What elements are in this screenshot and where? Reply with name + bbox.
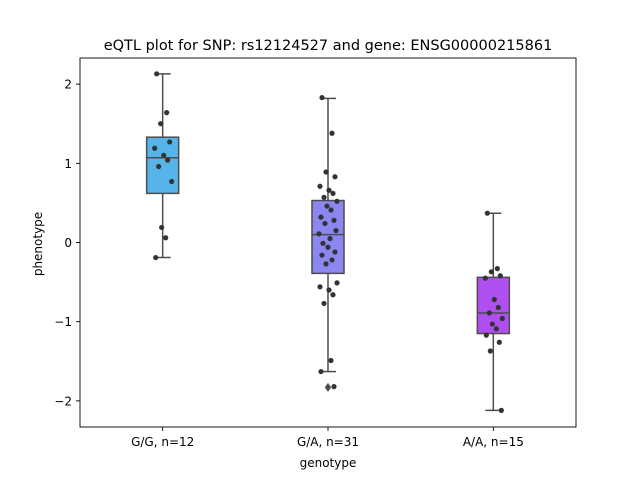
box-group bbox=[311, 94, 345, 392]
data-point bbox=[318, 214, 324, 220]
data-point bbox=[163, 235, 169, 241]
chart-title: eQTL plot for SNP: rs12124527 and gene: … bbox=[104, 38, 553, 54]
data-point bbox=[332, 249, 338, 255]
x-tick-label: G/G, n=12 bbox=[131, 435, 194, 449]
box-group bbox=[476, 210, 511, 413]
data-point bbox=[318, 368, 324, 375]
data-point bbox=[326, 287, 332, 293]
data-point bbox=[487, 348, 493, 354]
data-point bbox=[324, 203, 330, 209]
data-point bbox=[489, 321, 495, 327]
data-point bbox=[331, 384, 337, 390]
y-tick-label: 1 bbox=[64, 157, 72, 171]
plot-area: −2 −1 0 1 2 G/G, n=12 G/A, n=31 A/A, n=15 bbox=[54, 57, 577, 449]
data-point bbox=[169, 178, 175, 185]
data-point bbox=[483, 332, 489, 338]
x-tick-label: A/A, n=15 bbox=[463, 435, 524, 449]
y-tick-label: 0 bbox=[64, 236, 72, 250]
data-point bbox=[325, 244, 331, 250]
data-point bbox=[327, 235, 333, 242]
data-point bbox=[488, 269, 494, 275]
data-point bbox=[153, 254, 159, 261]
data-point bbox=[161, 152, 167, 158]
data-point bbox=[152, 145, 158, 151]
data-point bbox=[328, 357, 334, 364]
y-tick-label: −2 bbox=[54, 394, 72, 408]
data-point bbox=[329, 257, 335, 263]
data-point bbox=[484, 210, 490, 216]
data-point bbox=[330, 292, 336, 298]
data-point bbox=[497, 273, 503, 279]
data-point bbox=[156, 163, 162, 170]
data-point bbox=[331, 217, 337, 223]
data-point bbox=[330, 190, 336, 197]
data-point bbox=[498, 407, 504, 413]
data-point bbox=[316, 231, 322, 237]
data-point bbox=[486, 310, 492, 316]
data-point bbox=[334, 280, 340, 286]
data-point bbox=[499, 315, 505, 322]
box-group bbox=[145, 71, 180, 261]
data-point bbox=[322, 220, 328, 227]
data-point bbox=[323, 169, 329, 175]
data-point bbox=[496, 339, 502, 345]
y-axis-label: phenotype bbox=[31, 212, 45, 276]
data-point bbox=[159, 224, 165, 231]
outlier-marker bbox=[324, 382, 332, 392]
data-point bbox=[154, 71, 160, 77]
data-point bbox=[326, 187, 332, 193]
data-point bbox=[323, 261, 329, 267]
box-iqr bbox=[145, 136, 180, 195]
x-tick-label: G/A, n=31 bbox=[297, 435, 359, 449]
data-point bbox=[321, 194, 327, 200]
data-point bbox=[329, 130, 335, 136]
data-point bbox=[493, 326, 499, 332]
data-point bbox=[165, 157, 171, 163]
data-point bbox=[332, 174, 338, 180]
data-point bbox=[334, 198, 340, 204]
data-point bbox=[319, 94, 325, 101]
data-point bbox=[319, 252, 325, 258]
data-point bbox=[164, 110, 170, 116]
data-point bbox=[495, 304, 501, 311]
data-point bbox=[167, 139, 173, 145]
x-axis-label: genotype bbox=[300, 456, 357, 470]
data-point bbox=[320, 240, 326, 246]
data-point bbox=[321, 300, 327, 307]
data-point bbox=[317, 183, 323, 189]
data-point bbox=[491, 296, 497, 303]
data-point bbox=[328, 207, 334, 213]
y-tick-label: 2 bbox=[64, 78, 72, 92]
data-point bbox=[482, 275, 488, 281]
data-point bbox=[158, 121, 164, 127]
data-point bbox=[333, 228, 339, 234]
data-point bbox=[494, 266, 500, 272]
y-tick-label: −1 bbox=[54, 315, 72, 329]
data-point bbox=[317, 284, 323, 290]
